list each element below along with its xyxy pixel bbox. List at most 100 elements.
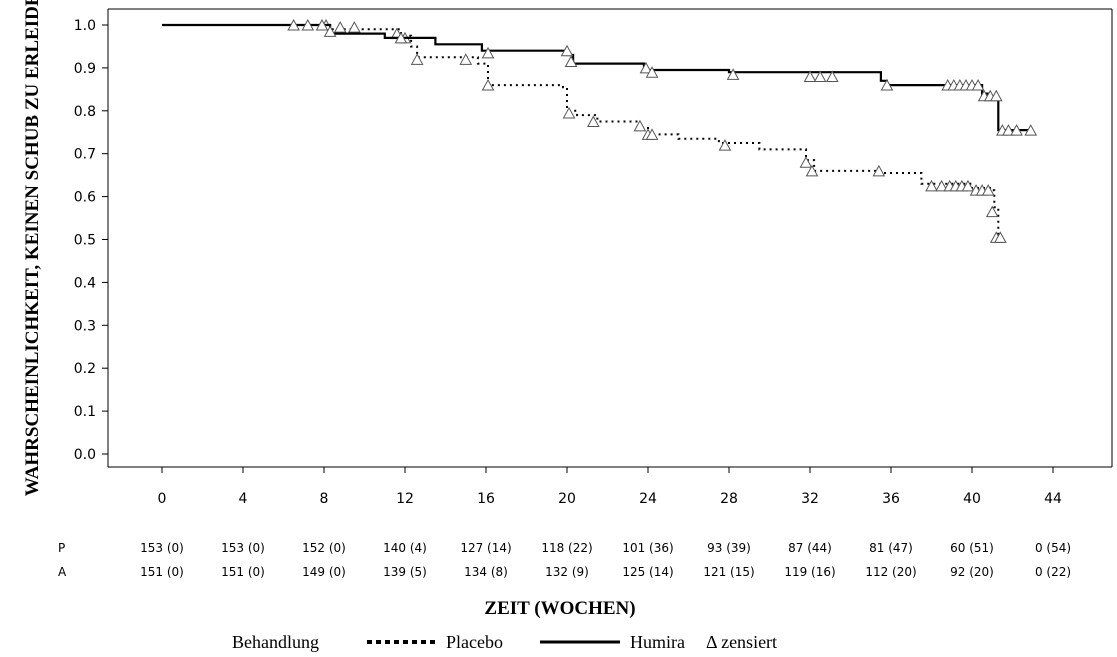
censored-marker [639,61,653,74]
risk-cell: 119 (16) [784,565,835,579]
risk-cell: 152 (0) [302,541,346,555]
censored-marker [564,55,578,67]
y-tick-label: 0.0 [74,447,96,463]
legend-placebo-label: Placebo [446,632,503,652]
y-tick-label: 0.6 [74,190,96,206]
x-tick-label: 32 [801,491,819,507]
censored-marker [633,119,647,132]
series-layer [162,18,1038,243]
censored-marker [872,164,886,177]
risk-cell: 134 (8) [464,565,508,579]
censored-marker [994,231,1007,243]
risk-cell: 125 (14) [622,565,673,579]
x-tick-label: 28 [720,491,738,507]
risk-cell: 0 (54) [1035,541,1071,555]
x-tick-label: 36 [882,491,900,507]
censored-marker [586,115,600,128]
risk-cell: 153 (0) [140,541,184,555]
y-tick-label: 0.1 [74,404,96,420]
x-tick-label: 12 [396,491,414,507]
censored-marker [287,18,300,31]
censored-marker [645,128,659,140]
risk-cell: 151 (0) [221,565,265,579]
risk-cell: 60 (51) [950,541,994,555]
risk-cell: 139 (5) [383,565,427,579]
censored-marker [333,21,347,33]
y-tick-label: 0.5 [74,233,96,249]
x-axis: 0 4 8 12 16 20 24 28 32 36 40 44 [158,467,1062,507]
censored-marker [481,46,495,59]
censored-marker [726,68,740,80]
censored-marker [971,79,985,91]
x-axis-label: ZEIT (WOCHEN) [484,598,635,619]
risk-cell: 112 (20) [865,565,916,579]
y-tick-label: 0.4 [74,275,96,291]
censored-marker [981,184,995,196]
risk-cell: 101 (36) [622,541,673,555]
x-tick-label: 24 [639,491,657,507]
censored-marker [935,179,948,192]
y-tick-label: 0.7 [74,147,96,163]
risk-cell: 151 (0) [140,565,184,579]
x-tick-label: 20 [558,491,576,507]
y-tick-label: 0.2 [74,361,96,377]
censored-marker [925,179,938,192]
censored-marker [394,31,408,44]
risk-table: P 153 (0) 153 (0) 152 (0) 140 (4) 127 (14) 118… [58,541,1071,579]
y-tick-label: 0.3 [74,318,96,334]
censored-marker [323,25,337,37]
censored-marker [985,205,999,218]
risk-cell: 153 (0) [221,541,265,555]
censored-marker [1010,124,1023,136]
censored-marker [410,53,424,65]
x-tick-label: 44 [1044,491,1062,507]
risk-cell: 0 (22) [1035,565,1071,579]
x-tick-label: 40 [963,491,981,507]
censored-marker [989,89,1003,102]
risk-cell: 127 (14) [460,541,511,555]
censored-marker [1002,124,1015,136]
risk-cell: 118 (22) [541,541,592,555]
censored-marker [459,53,473,65]
risk-row-label: A [58,565,67,579]
censored-marker [645,66,659,78]
risk-cell: 87 (44) [788,541,832,555]
censored-marker [560,44,574,57]
risk-cell: 81 (47) [869,541,913,555]
y-tick-label: 0.8 [74,104,96,120]
censored-marker [348,21,361,33]
legend-humira-label: Humira [630,632,685,652]
risk-row-label: P [58,541,65,555]
series-line-humira [162,23,1033,132]
censored-marker [301,18,315,31]
x-tick-label: 16 [477,491,495,507]
censored-marker [825,70,839,82]
risk-cell: 149 (0) [302,565,346,579]
risk-cell: 121 (15) [703,565,754,579]
risk-cell: 132 (9) [545,565,589,579]
censored-marker [805,164,819,177]
y-tick-label: 0.9 [74,61,96,77]
censored-marker [718,139,732,151]
censored-marker [481,79,495,91]
censored-marker [813,70,827,82]
series-line-placebo [162,24,1000,238]
censored-marker [562,106,576,119]
legend-title: Behandlung [232,632,319,652]
censored-marker [799,156,813,168]
y-axis: 0.0 0.1 0.2 0.3 0.4 0.5 0.6 0.7 0.8 0.9 1.0 [74,18,108,463]
risk-cell: 140 (4) [383,541,427,555]
censored-marker [315,18,329,31]
risk-cell: 93 (39) [707,541,751,555]
risk-cell: 92 (20) [950,565,994,579]
plot-frame [107,8,1113,468]
censored-marker [961,179,975,192]
censored-marker [803,70,817,82]
x-tick-label: 8 [320,491,329,507]
x-tick-label: 4 [239,491,248,507]
y-tick-label: 1.0 [74,18,96,34]
y-axis-label: WAHRSCHEINLICHKEIT, KEINEN SCHUB ZU ERLE… [22,0,43,496]
x-tick-label: 0 [158,491,167,507]
censored-marker [880,79,894,91]
